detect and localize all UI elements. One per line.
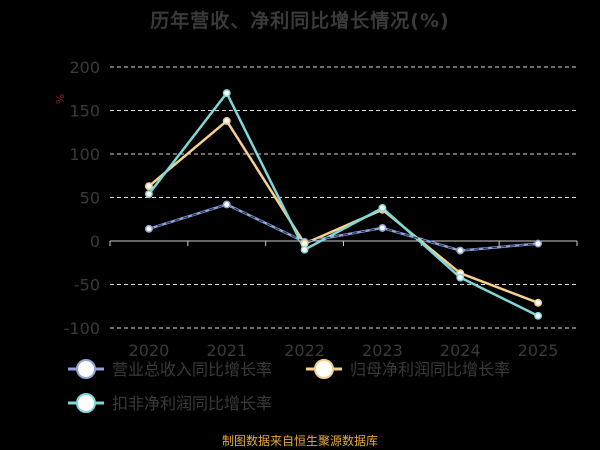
data-point — [378, 203, 387, 212]
data-point — [222, 116, 231, 125]
series-line-3 — [147, 91, 539, 317]
data-point — [222, 200, 231, 209]
legend-marker — [314, 359, 334, 379]
data-point — [144, 224, 153, 233]
y-tick-label: 200 — [69, 58, 100, 77]
data-point — [456, 273, 465, 282]
y-tick-label: -50 — [74, 276, 100, 295]
legend-marker — [76, 359, 96, 379]
x-tick-label: 2023 — [362, 341, 403, 360]
y-tick-label: 150 — [69, 102, 100, 121]
x-tick-label: 2021 — [206, 341, 247, 360]
y-axis-label: % — [53, 94, 66, 104]
data-point — [456, 246, 465, 255]
legend-label: 营业总收入同比增长率 — [112, 360, 272, 379]
y-tick-label: -100 — [64, 319, 100, 338]
data-point — [300, 245, 309, 254]
data-point — [534, 311, 543, 320]
y-tick-label: 0 — [90, 232, 100, 251]
x-tick-label: 2020 — [129, 341, 170, 360]
y-tick-label: 100 — [69, 145, 100, 164]
legend-label: 归母净利润同比增长率 — [350, 360, 510, 379]
series-line-1-dash — [148, 203, 539, 252]
data-point — [144, 182, 153, 191]
y-tick-label: 50 — [80, 189, 100, 208]
x-tick-label: 2024 — [440, 341, 481, 360]
data-point — [534, 298, 543, 307]
data-point — [378, 224, 387, 232]
source-footer: 制图数据来自恒生聚源数据库 — [221, 434, 378, 448]
series-line-2 — [148, 119, 539, 304]
legend-label: 扣非净利润同比增长率 — [112, 394, 272, 413]
data-point — [144, 190, 153, 198]
x-tick-label: 2025 — [518, 341, 559, 360]
x-tick-label: 2022 — [284, 341, 325, 360]
data-point — [534, 239, 543, 248]
chart-title: 历年营收、净利同比增长情况(%) — [150, 10, 450, 32]
data-point — [222, 89, 231, 98]
legend-marker — [76, 393, 96, 413]
